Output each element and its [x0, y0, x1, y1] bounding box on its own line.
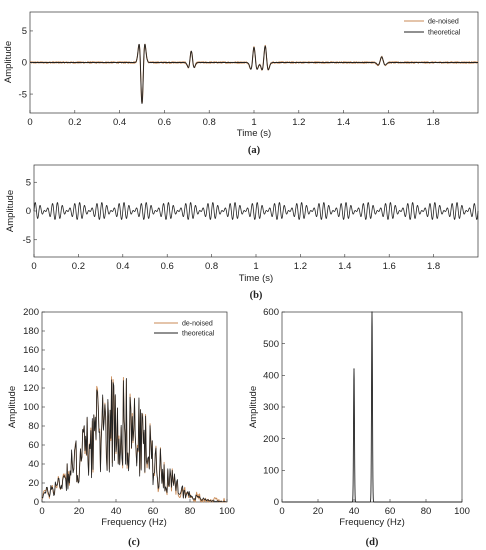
series-theoretical-line: [41, 377, 227, 503]
xtick-label: 40: [111, 506, 122, 517]
xtick-label: 1: [253, 261, 258, 272]
xtick-label: 1.4: [337, 117, 350, 128]
ytick-label: 5: [22, 26, 27, 37]
xtick-label: 0.4: [116, 261, 129, 272]
xtick-label: 1.8: [427, 117, 440, 128]
xtick-label: 1.6: [382, 117, 395, 128]
panel-c: 0 20 40 60 80 100020406080100120140160180200 …: [7, 307, 235, 548]
panel-c-legend: de-noised theoretical: [154, 321, 215, 338]
ytick-label: 160: [23, 345, 39, 356]
xtick-label: 20: [313, 506, 324, 517]
xtick-label: 1.4: [338, 261, 351, 272]
xtick-label: 0: [39, 506, 44, 517]
panel-c-ylabel: Amplitude: [7, 386, 18, 428]
ytick-label: 120: [23, 383, 39, 394]
xtick-label: 60: [148, 506, 159, 517]
ytick-label: 0: [22, 58, 27, 69]
panel-d: 0 20 40 60 80 100 0 100 200 300 400 500 600 Amplitud…: [248, 307, 470, 548]
signal-line: [33, 202, 479, 220]
panel-c-caption: (c): [128, 537, 140, 548]
panel-b-caption: (b): [250, 290, 263, 301]
panel-c-xlabel: Frequency (Hz): [101, 517, 166, 528]
xtick-label: 100: [454, 506, 470, 517]
xtick-label: 0.8: [205, 261, 218, 272]
panel-d-series: [281, 311, 463, 503]
xtick-label: 0.6: [161, 261, 174, 272]
panel-d-xlabel: Frequency (Hz): [339, 517, 404, 528]
xtick-label: 0.2: [68, 117, 81, 128]
xtick-label: 1.2: [292, 117, 305, 128]
xtick-label: 0: [31, 261, 36, 272]
ytick-label: 200: [23, 307, 39, 318]
xtick-label: 1.8: [427, 261, 440, 272]
xtick-label: 0: [27, 117, 32, 128]
xtick-label: 0.4: [113, 117, 126, 128]
panel-b-xlabel: Time (s): [239, 273, 273, 284]
ytick-label: 40: [28, 459, 39, 470]
xtick-label: 1.6: [383, 261, 396, 272]
legend-a-theoretical-label: theoretical: [428, 30, 461, 37]
xtick-label: 60: [385, 506, 396, 517]
ytick-label: 300: [263, 402, 279, 413]
ytick-label: 180: [23, 326, 39, 337]
xtick-label: 40: [349, 506, 360, 517]
panel-c-series: [41, 376, 227, 503]
xtick-label: 1: [251, 117, 256, 128]
ytick-label: 80: [28, 421, 39, 432]
xtick-label: 100: [219, 506, 235, 517]
ytick-label: -5: [23, 235, 31, 246]
spectrum-peak-point: [371, 311, 373, 313]
panel-b-ylabel: Amplitude: [5, 190, 16, 232]
ytick-label: 0: [26, 206, 31, 217]
panel-d-caption: (d): [366, 537, 379, 548]
ytick-label: 400: [263, 371, 279, 382]
spectrum-peak-point: [353, 368, 355, 370]
ytick-label: -5: [19, 89, 27, 100]
panel-a-legend: de-noised theoretical: [404, 19, 461, 37]
ytick-label: 0: [34, 497, 39, 508]
panel-b: 0 0.2 0.4 0.6 0.8 1 1.2 1.4 1.6 1.8 -5 0 5 Amplitude…: [5, 164, 479, 301]
xtick-label: 0: [279, 506, 284, 517]
ytick-label: 0: [274, 497, 279, 508]
series-theoretical-line: [29, 43, 479, 104]
panel-a-ylabel: Amplitude: [3, 41, 14, 83]
ytick-label: 200: [263, 434, 279, 445]
panel-d-ylabel: Amplitude: [248, 386, 259, 428]
xtick-label: 80: [185, 506, 196, 517]
ytick-label: 600: [263, 307, 279, 318]
xtick-label: 20: [74, 506, 85, 517]
panel-b-series: [33, 202, 479, 220]
xtick-label: 1.2: [294, 261, 307, 272]
panel-a-series: [29, 43, 479, 104]
ytick-label: 100: [23, 402, 39, 413]
legend-c-denoised-label: de-noised: [182, 321, 213, 328]
ytick-label: 140: [23, 364, 39, 375]
panel-a-caption: (a): [248, 145, 261, 156]
ytick-label: 500: [263, 339, 279, 350]
xtick-label: 0.8: [203, 117, 216, 128]
xtick-label: 80: [421, 506, 432, 517]
legend-c-theoretical-label: theoretical: [182, 331, 215, 338]
spectrum-line: [281, 311, 463, 503]
ytick-label: 20: [28, 478, 39, 489]
legend-a-denoised-label: de-noised: [428, 19, 459, 26]
xtick-label: 0.6: [158, 117, 171, 128]
panel-a-xlabel: Time (s): [237, 128, 271, 139]
series-denoised-line: [29, 43, 479, 104]
panel-a: 0 0.2 0.4 0.6 0.8 1 1.2 1.4 1.6 1.8 -5 0 5 Amplitude…: [3, 11, 479, 156]
xtick-label: 0.2: [72, 261, 85, 272]
ytick-label: 60: [28, 440, 39, 451]
ytick-label: 100: [263, 466, 279, 477]
ytick-label: 5: [26, 177, 31, 188]
